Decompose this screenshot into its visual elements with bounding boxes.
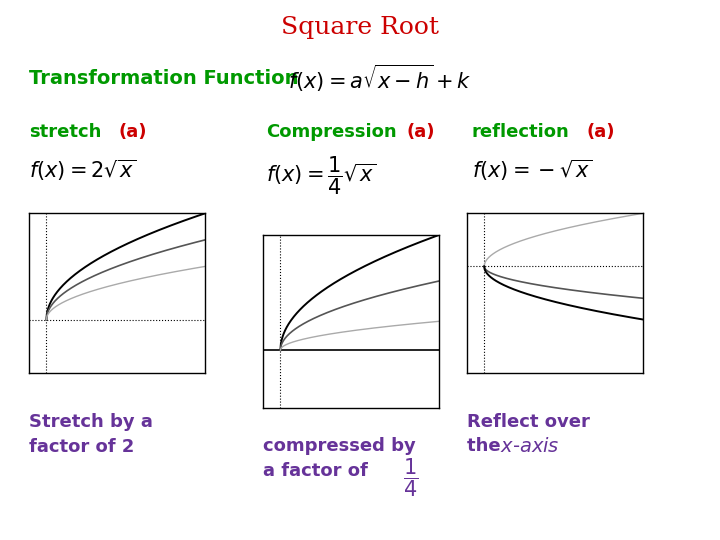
Text: $f(x) = \dfrac{1}{4}\sqrt{x}$: $f(x) = \dfrac{1}{4}\sqrt{x}$: [266, 154, 377, 197]
Text: compressed by
a factor of: compressed by a factor of: [263, 437, 415, 481]
Text: Square Root: Square Root: [281, 16, 439, 39]
Text: $f(x) = a\sqrt{x-h} + k$: $f(x) = a\sqrt{x-h} + k$: [288, 63, 472, 94]
Text: $\dfrac{1}{4}$: $\dfrac{1}{4}$: [403, 456, 418, 499]
Text: stretch: stretch: [29, 123, 102, 141]
Text: the: the: [467, 437, 506, 455]
Text: $f(x) = -\sqrt{x}$: $f(x) = -\sqrt{x}$: [472, 158, 592, 183]
Text: Stretch by a
factor of 2: Stretch by a factor of 2: [29, 413, 153, 456]
Text: $x\text{-}axis$: $x\text{-}axis$: [500, 437, 560, 456]
Text: $f(x) = 2\sqrt{x}$: $f(x) = 2\sqrt{x}$: [29, 158, 137, 183]
Text: (a): (a): [119, 123, 148, 141]
Text: (a): (a): [407, 123, 436, 141]
Text: reflection: reflection: [472, 123, 570, 141]
Text: Compression: Compression: [266, 123, 397, 141]
Text: (a): (a): [587, 123, 616, 141]
Text: Transformation Function: Transformation Function: [29, 69, 298, 88]
Text: Reflect over: Reflect over: [467, 413, 590, 431]
